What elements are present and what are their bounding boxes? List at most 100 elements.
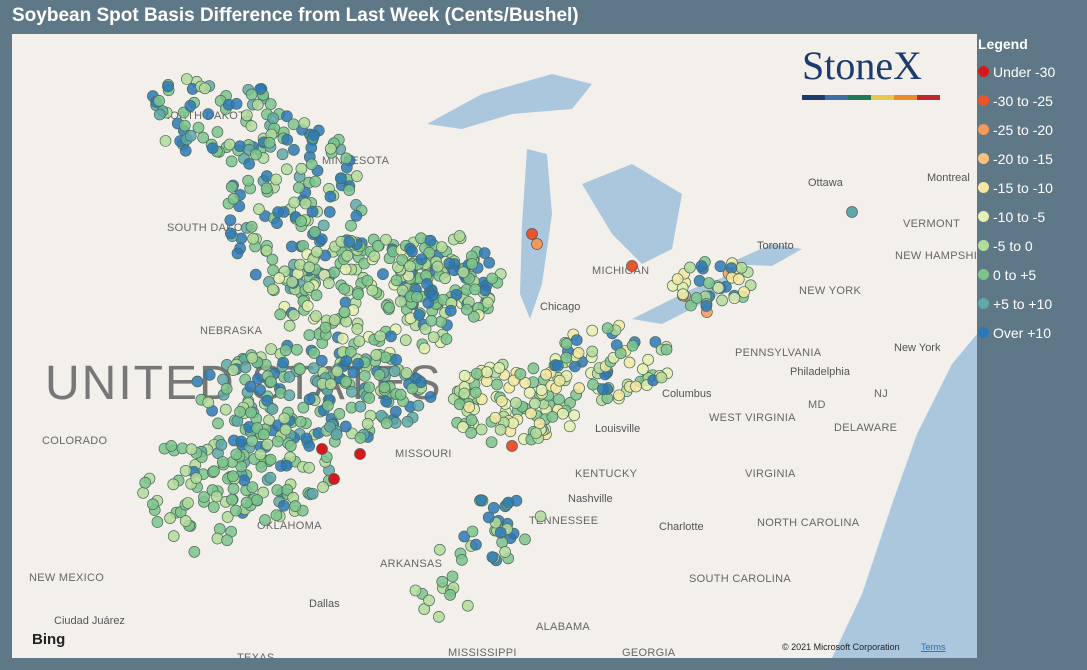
location-dot	[153, 95, 165, 107]
legend-item[interactable]: -5 to 0	[978, 231, 1087, 260]
location-dot	[637, 363, 649, 375]
region-label: KENTUCKY	[575, 468, 638, 480]
location-dot	[305, 158, 318, 171]
location-dot	[415, 253, 428, 266]
legend-swatch	[978, 153, 989, 164]
location-dot	[523, 386, 536, 399]
region-label: NJ	[874, 388, 888, 400]
location-dot	[458, 387, 471, 400]
location-dot	[264, 98, 277, 110]
location-dot	[409, 584, 422, 597]
location-dot	[671, 273, 684, 285]
location-dot	[475, 423, 488, 436]
location-dot	[271, 484, 284, 497]
location-dot	[553, 374, 566, 387]
location-dot	[703, 277, 715, 289]
location-dot	[573, 382, 585, 394]
location-dot	[307, 362, 320, 375]
location-dot	[179, 464, 192, 477]
location-dot	[255, 460, 268, 473]
location-dot	[390, 405, 402, 418]
legend-item[interactable]: 0 to +5	[978, 260, 1087, 289]
location-dot	[363, 392, 376, 404]
legend-item[interactable]: -10 to -5	[978, 202, 1087, 231]
location-dot	[466, 258, 478, 270]
region-label: MINNESOTA	[322, 155, 390, 167]
legend-label: Over +10	[993, 324, 1051, 341]
copyright: © 2021 Microsoft Corporation	[782, 642, 900, 652]
location-dot	[317, 219, 330, 232]
legend-label: -30 to -25	[993, 92, 1053, 109]
location-dot	[466, 525, 479, 538]
location-dot	[569, 360, 581, 373]
location-dot	[305, 141, 318, 154]
location-dot	[424, 234, 437, 247]
location-dot	[245, 220, 258, 233]
location-dot	[489, 411, 502, 424]
location-dot	[487, 502, 500, 514]
location-dot	[421, 278, 433, 290]
location-dot	[374, 330, 387, 343]
location-dot	[372, 240, 384, 252]
location-dot	[424, 391, 437, 403]
location-dot	[263, 136, 276, 149]
location-dot	[340, 355, 352, 368]
legend-swatch	[978, 66, 989, 77]
location-dot	[289, 500, 302, 512]
location-dot	[552, 359, 564, 372]
location-dot	[303, 461, 315, 474]
location-dot	[254, 384, 266, 396]
location-dot	[188, 546, 201, 558]
legend-item[interactable]: -15 to -10	[978, 173, 1087, 202]
region-label: MICHIGAN	[592, 265, 649, 277]
location-dot	[354, 400, 367, 413]
location-dot	[531, 238, 543, 250]
map[interactable]: UNITED STATESNORTH DAKOTAMINNESOTASOUTH …	[12, 34, 977, 658]
location-dot	[243, 158, 256, 170]
terms-link[interactable]: Terms	[921, 642, 946, 652]
location-dot	[240, 109, 253, 122]
location-dot	[323, 206, 336, 218]
location-dot	[192, 121, 205, 134]
location-dot	[182, 497, 194, 509]
location-dot	[167, 478, 180, 491]
location-dot	[413, 309, 425, 321]
location-dot	[225, 181, 238, 193]
location-dot	[270, 173, 283, 186]
location-dot	[506, 440, 518, 452]
location-dot	[234, 406, 246, 418]
location-dot	[728, 292, 741, 304]
location-dot	[301, 300, 314, 312]
location-dot	[361, 418, 374, 430]
location-dot	[486, 272, 499, 285]
location-dot	[198, 491, 210, 503]
legend-item[interactable]: Under -30	[978, 57, 1087, 86]
location-dot	[514, 368, 527, 380]
location-dot	[225, 155, 238, 168]
city-label: New York	[894, 342, 941, 354]
location-dot	[456, 554, 468, 566]
location-dot	[481, 366, 493, 378]
location-dot	[423, 594, 435, 607]
city-label: Nashville	[568, 493, 613, 505]
location-dot	[291, 343, 303, 356]
location-dot	[303, 329, 316, 342]
location-dot	[394, 295, 407, 308]
legend-item[interactable]: -20 to -15	[978, 144, 1087, 173]
location-dot	[396, 254, 408, 266]
location-dot	[251, 494, 263, 506]
location-dot	[444, 589, 456, 601]
location-dot	[373, 369, 386, 381]
location-dot	[457, 266, 470, 279]
legend-item[interactable]: +5 to +10	[978, 289, 1087, 318]
location-dot	[502, 496, 515, 509]
location-dot	[735, 261, 748, 274]
legend-item[interactable]: Over +10	[978, 318, 1087, 347]
location-dot	[297, 401, 310, 414]
location-dot	[284, 439, 297, 452]
legend-item[interactable]: -25 to -20	[978, 115, 1087, 144]
location-dot	[245, 406, 257, 419]
location-dot	[322, 399, 334, 412]
location-dot	[461, 599, 474, 612]
legend-item[interactable]: -30 to -25	[978, 86, 1087, 115]
